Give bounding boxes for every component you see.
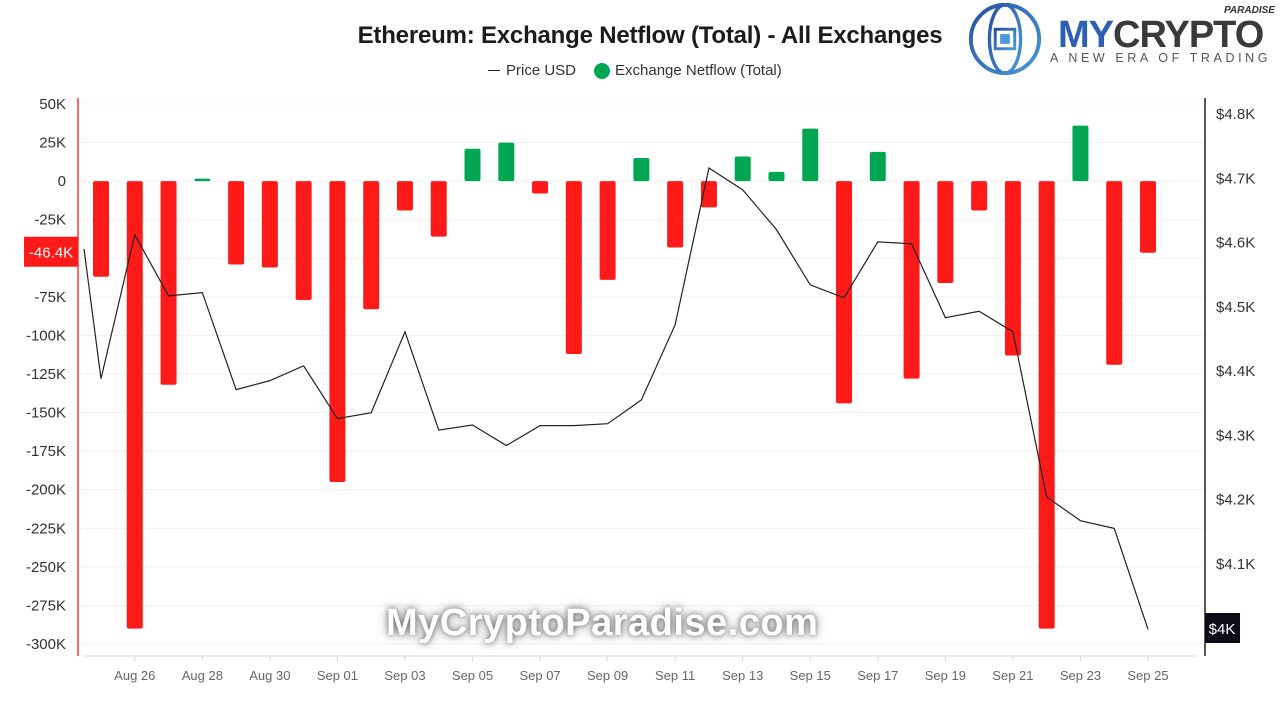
right-y-tick-label: $4.7K [1216, 170, 1255, 187]
chart-title: Ethereum: Exchange Netflow (Total) - All… [0, 22, 1280, 50]
price-line [83, 166, 1149, 630]
current-price-marker [1205, 613, 1240, 643]
netflow-bars [93, 125, 1156, 629]
right-y-tick-label: $4.2K [1216, 492, 1255, 509]
netflow-bar[interactable] [971, 181, 988, 211]
x-tick-label: Sep 25 [1127, 668, 1168, 683]
left-y-tick-label: -75K [34, 289, 66, 306]
x-tick-label: Sep 21 [992, 668, 1033, 683]
netflow-bar[interactable] [228, 181, 245, 265]
left-y-tick-label: -300K [26, 636, 66, 653]
netflow-bar[interactable] [498, 142, 515, 182]
right-y-tick-label: $4.1K [1216, 556, 1255, 573]
current-netflow-marker [24, 236, 78, 267]
right-y-tick-label: $4.5K [1216, 299, 1255, 316]
netflow-bar[interactable] [1106, 181, 1123, 365]
netflow-bar[interactable] [532, 181, 549, 194]
left-y-tick-label: -225K [26, 520, 66, 537]
netflow-bar[interactable] [261, 181, 278, 268]
left-y-tick-label: 0 [58, 173, 66, 190]
legend-price-label[interactable]: Price USD [506, 62, 577, 79]
x-tick-label: Sep 19 [925, 668, 966, 683]
netflow-bar[interactable] [633, 158, 650, 182]
watermark-text: MyCryptoParadise.com [386, 602, 819, 644]
netflow-bar[interactable] [396, 181, 413, 211]
netflow-bar[interactable] [363, 181, 380, 310]
netflow-bar[interactable] [1072, 125, 1089, 182]
left-y-tick-label: -25K [34, 212, 66, 229]
logo-paradise-text: PARADISE [1224, 5, 1275, 16]
left-y-tick-label: -200K [26, 482, 66, 499]
logo-tagline: A NEW ERA OF TRADING [1050, 51, 1272, 65]
logo-brand-text: MYCRYPTO [1058, 14, 1264, 57]
left-y-tick-label: -125K [26, 366, 66, 383]
x-tick-label: Sep 03 [384, 668, 425, 683]
left-y-tick-label: -275K [26, 597, 66, 614]
x-tick-label: Sep 05 [452, 668, 493, 683]
netflow-bar[interactable] [329, 181, 346, 482]
x-tick-label: Aug 30 [249, 668, 290, 683]
logo-brand-crypto: CRYPTO [1113, 14, 1264, 56]
mycryptoparadise-logo: PARADISE MYCRYPTO A NEW ERA OF TRADING [962, 0, 1280, 80]
netflow-bar[interactable] [160, 181, 177, 385]
netflow-bar[interactable] [430, 181, 447, 237]
left-y-tick-label: -250K [26, 559, 66, 576]
price-usd-line[interactable] [83, 166, 1149, 630]
right-y-tick-label: $4.6K [1216, 235, 1255, 252]
legend-netflow-label[interactable]: Exchange Netflow (Total) [615, 62, 782, 79]
netflow-bar[interactable] [802, 128, 819, 182]
netflow-bar[interactable] [194, 178, 211, 182]
current-netflow-label: -46.4K [29, 245, 73, 262]
chart-title-text: Ethereum: Exchange Netflow (Total) - All… [357, 22, 943, 49]
x-tick-label: Aug 28 [182, 668, 223, 683]
netflow-bar[interactable] [1140, 181, 1156, 253]
netflow-bar[interactable] [1004, 181, 1021, 356]
right-y-tick-label: $4.3K [1216, 427, 1255, 444]
netflow-bar[interactable] [93, 181, 109, 277]
netflow-bar[interactable] [836, 181, 853, 404]
left-y-tick-label: -150K [26, 405, 66, 422]
netflow-bar[interactable] [768, 171, 785, 182]
left-y-tick-label: 25K [39, 135, 66, 152]
right-y-tick-label: $4.4K [1216, 363, 1255, 380]
x-tick-label: Sep 15 [790, 668, 831, 683]
globe-circuit-icon [968, 2, 1042, 76]
netflow-bar[interactable] [565, 181, 582, 354]
left-y-tick-label: -100K [26, 327, 66, 344]
x-tick-label: Sep 11 [655, 668, 695, 683]
netflow-bar[interactable] [295, 181, 312, 300]
price-line-legend-icon [488, 70, 500, 71]
netflow-bar[interactable] [734, 156, 751, 182]
netflow-legend-dot-icon [594, 62, 611, 79]
current-price-label: $4K [1209, 621, 1236, 638]
x-tick-label: Sep 23 [1060, 668, 1101, 683]
chart-axes: 50K 25K 0 -25K -75K -100K -125K -150K -175K -200K… [24, 96, 1255, 683]
left-y-tick-label: -175K [26, 443, 66, 460]
netflow-bar[interactable] [903, 181, 920, 379]
netflow-bar[interactable] [126, 181, 143, 629]
netflow-bar[interactable] [1038, 181, 1055, 629]
x-tick-label: Sep 07 [519, 668, 560, 683]
netflow-bar[interactable] [599, 181, 616, 280]
x-tick-label: Aug 26 [114, 668, 155, 683]
netflow-bar[interactable] [464, 148, 481, 182]
netflow-bar[interactable] [667, 181, 684, 248]
left-y-tick-label: 50K [39, 96, 66, 113]
netflow-bar[interactable] [937, 181, 954, 283]
right-y-tick-label: $4.8K [1216, 106, 1255, 123]
netflow-bar[interactable] [869, 151, 886, 182]
x-tick-label: Sep 13 [722, 668, 763, 683]
x-tick-label: Sep 01 [317, 668, 358, 683]
x-tick-label: Sep 17 [857, 668, 898, 683]
x-tick-label: Sep 09 [587, 668, 628, 683]
chart-legend: Price USD Exchange Netflow (Total) [488, 62, 782, 79]
logo-brand-my: MY [1058, 14, 1114, 56]
grid-lines [80, 103, 1205, 645]
